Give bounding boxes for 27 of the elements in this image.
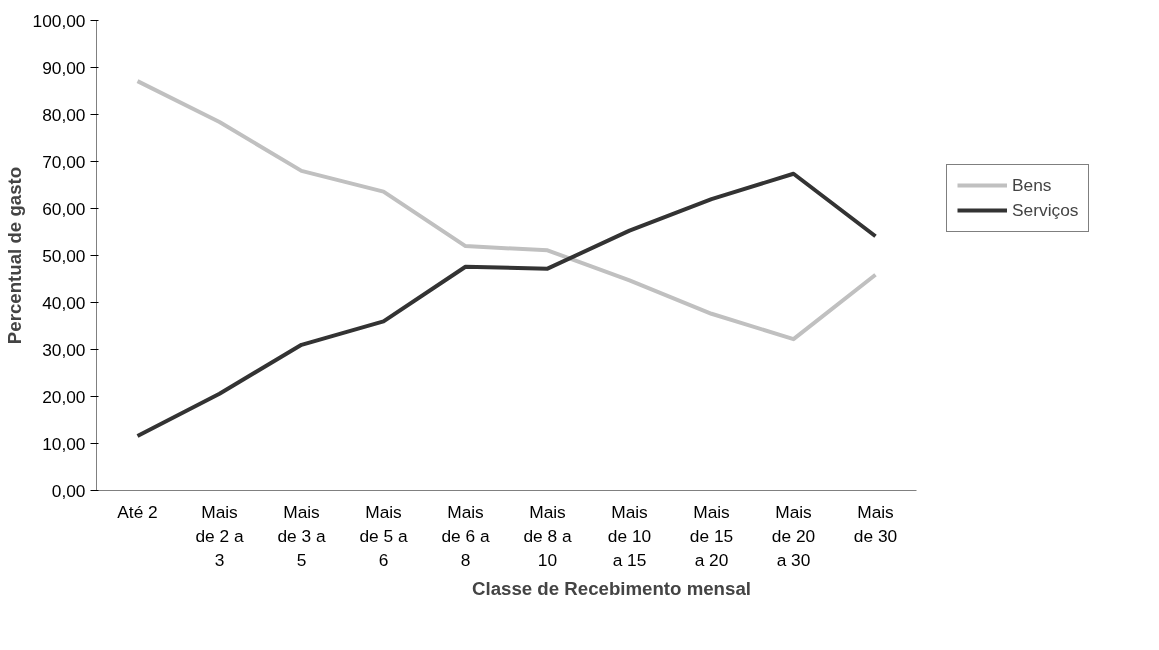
x-tick-label: Mais de 15 a 20	[689, 501, 734, 570]
x-tick-label: Mais de 2 a 3	[195, 501, 244, 570]
y-axis-title: Percentual de gasto	[3, 166, 25, 345]
x-tick-label: Mais de 5 a 6	[359, 501, 408, 570]
x-tick-label: Mais de 30	[853, 501, 898, 546]
y-tick-label: 100,00	[32, 10, 86, 31]
x-axis-title: Classe de Recebimento mensal	[472, 577, 751, 599]
y-tick-label: 0,00	[51, 480, 86, 501]
y-tick-label: 30,00	[42, 339, 86, 360]
y-tick-label: 20,00	[42, 386, 86, 407]
legend-label: Bens	[1012, 174, 1052, 196]
line-series	[135, 171, 878, 438]
line-series	[135, 79, 878, 342]
x-tick-label: Mais de 6 a 8	[441, 501, 490, 570]
x-tick-label: Mais de 3 a 5	[277, 501, 326, 570]
y-tick-label: 10,00	[42, 433, 86, 454]
y-tick-label: 90,00	[42, 57, 86, 78]
x-tick-label: Mais de 20 a 30	[771, 501, 816, 570]
y-tick-label: 50,00	[42, 245, 86, 266]
y-tick-label: 80,00	[42, 104, 86, 125]
y-tick-label: 40,00	[42, 292, 86, 313]
legend-label: Serviços	[1012, 199, 1079, 221]
x-tick-label: Até 2	[117, 501, 158, 522]
y-tick-label: 60,00	[42, 198, 86, 219]
x-tick-label: Mais de 10 a 15	[607, 501, 652, 570]
y-tick-label: 70,00	[42, 151, 86, 172]
x-tick-label: Mais de 8 a 10	[523, 501, 572, 570]
